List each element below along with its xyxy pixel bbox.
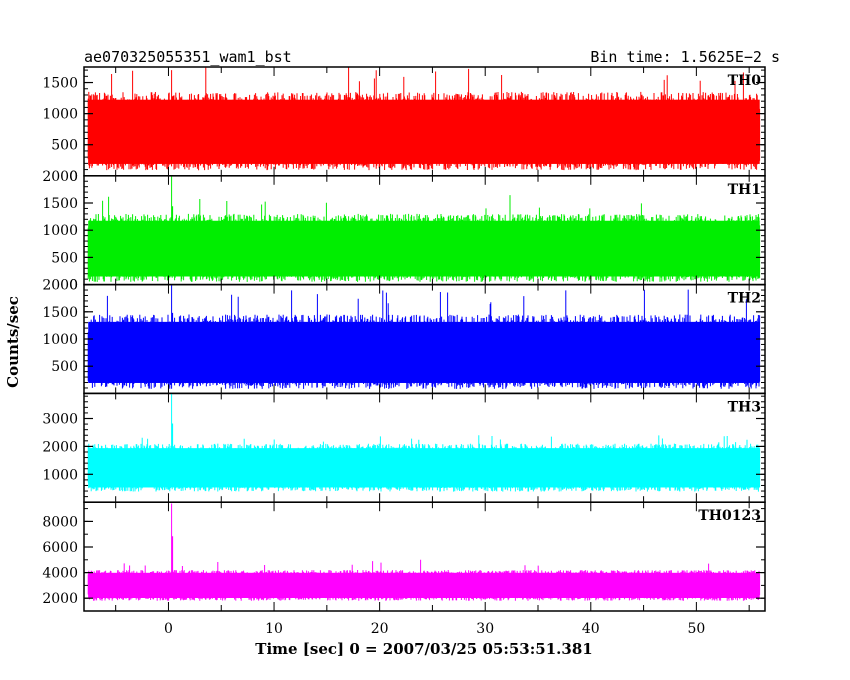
y-tick-label: 1500 [42,76,78,92]
y-tick-label: 500 [51,359,78,375]
y-tick-label: 8000 [42,514,78,530]
x-tick-label: 30 [476,621,494,637]
panel-label: TH1 [728,182,761,198]
panel-th1: 0 500 1000 1500 2000 TH1 [42,169,766,294]
y-tick-label: 0 [69,278,78,294]
y-axis-label: Counts/sec [4,296,22,388]
panel-th0: 0 500 1000 1500 TH0 [42,66,766,185]
panel-label: TH2 [728,291,761,307]
y-tick-label: 2000 [42,439,78,455]
y-tick-label: 1500 [42,196,78,212]
y-tick-label: 1000 [42,107,78,123]
panel-label: TH0123 [698,508,761,524]
y-tick-label: 4000 [42,566,78,582]
x-tick-label: 20 [371,621,389,637]
trace-th2 [87,284,761,389]
panel-frame [83,501,766,612]
y-tick-label: 2000 [42,278,78,294]
y-tick-label: 500 [51,138,78,154]
panel-th0123: 2000 4000 6000 8000 TH0123 [42,501,766,612]
y-tick-label: 1500 [42,305,78,321]
y-tick-label: 2000 [42,591,78,607]
y-tick-label: 0 [69,169,78,185]
trace-th0 [87,67,761,171]
bin-time-label: Bin time: 1.5625E−2 s [590,48,780,66]
trace-th3 [87,393,761,492]
figure-title: ae070325055351_wam1_bst [84,48,292,66]
y-tick-label: 1000 [42,332,78,348]
panel-label: TH0 [728,73,762,89]
y-tick-label: 3000 [42,412,78,428]
trace-th0123 [87,503,761,601]
panel-th2: 500 1000 1500 2000 TH2 [42,278,766,395]
x-tick-label: 40 [582,621,600,637]
y-tick-label: 2000 [42,169,78,185]
panel-th3: 1000 2000 3000 TH3 [42,392,766,503]
x-tick-label: 0 [164,621,173,637]
x-axis-label: Time [sec] 0 = 2007/03/25 05:53:51.381 [255,640,592,658]
trace-th1 [87,175,761,282]
panel-label: TH3 [728,399,761,415]
y-tick-label: 1000 [42,223,78,239]
x-tick-label: 10 [265,621,283,637]
y-tick-label: 1000 [42,467,78,483]
x-tick-label: 50 [687,621,705,637]
y-tick-label: 6000 [42,540,78,556]
y-tick-label: 500 [51,250,78,266]
